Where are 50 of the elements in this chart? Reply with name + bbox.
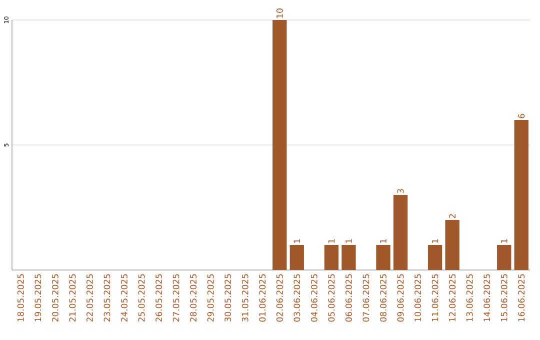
x-tick-label: 28.05.2025 bbox=[190, 274, 197, 322]
data-label: 3 bbox=[397, 189, 404, 194]
data-label: 6 bbox=[518, 114, 525, 118]
x-tick-label: 09.06.2025 bbox=[397, 274, 404, 322]
x-tick-label: 26.05.2025 bbox=[156, 274, 162, 322]
x-tick-label: 13.06.2025 bbox=[466, 274, 473, 322]
x-tick-label: 01.06.2025 bbox=[259, 274, 266, 322]
bar bbox=[342, 245, 356, 270]
bar bbox=[324, 245, 339, 270]
x-tick-label: 24.05.2025 bbox=[121, 274, 128, 322]
x-tick-label: 29.05.2025 bbox=[207, 274, 214, 322]
bar bbox=[393, 195, 408, 270]
bar bbox=[514, 120, 528, 270]
x-tick-label: 02.06.2025 bbox=[276, 274, 283, 322]
x-tick-label: 10.06.2025 bbox=[414, 274, 421, 322]
x-tick-label: 04.06.2025 bbox=[310, 274, 318, 322]
bar bbox=[272, 20, 287, 270]
x-tick-label: 31.05.2025 bbox=[242, 274, 248, 322]
x-tick-label: 15.06.2025 bbox=[500, 274, 508, 322]
x-tick-label: 11.06.2025 bbox=[432, 274, 438, 322]
bar bbox=[445, 220, 460, 270]
x-tick-label: 23.05.2025 bbox=[104, 274, 110, 322]
x-tick-label: 14.06.2025 bbox=[484, 274, 490, 322]
data-label: 1 bbox=[380, 239, 386, 243]
data-label: 1 bbox=[328, 239, 335, 243]
x-tick-label: 30.05.2025 bbox=[224, 274, 232, 322]
x-tick-label: 16.06.2025 bbox=[518, 274, 525, 322]
data-label: 10 bbox=[276, 8, 283, 18]
x-tick-label: 18.05.2025 bbox=[17, 274, 24, 322]
x-tick-label: 22.05.2025 bbox=[86, 274, 93, 322]
data-label: 2 bbox=[449, 214, 456, 218]
data-label: 1 bbox=[294, 239, 300, 243]
bar bbox=[290, 245, 304, 270]
x-tick-label: 27.05.2025 bbox=[172, 274, 180, 322]
x-tick-label: 19.05.2025 bbox=[34, 274, 42, 322]
x-tick-label: 21.05.2025 bbox=[69, 274, 76, 322]
data-label: 1 bbox=[346, 239, 352, 243]
x-tick-label: 25.05.2025 bbox=[138, 274, 145, 322]
x-tick-label: 08.06.2025 bbox=[380, 274, 386, 322]
x-tick-label: 12.06.2025 bbox=[449, 274, 456, 322]
data-label: 1 bbox=[432, 239, 438, 243]
x-tick-label: 20.05.2025 bbox=[52, 274, 58, 322]
bar bbox=[428, 245, 442, 270]
x-tick-label: 07.06.2025 bbox=[362, 274, 370, 322]
x-tick-label: 06.06.2025 bbox=[345, 274, 352, 322]
x-tick-label: 05.06.2025 bbox=[328, 274, 335, 322]
bar bbox=[497, 245, 512, 270]
data-label: 1 bbox=[501, 239, 508, 243]
bar bbox=[376, 245, 390, 270]
x-tick-label: 03.06.2025 bbox=[294, 274, 300, 322]
